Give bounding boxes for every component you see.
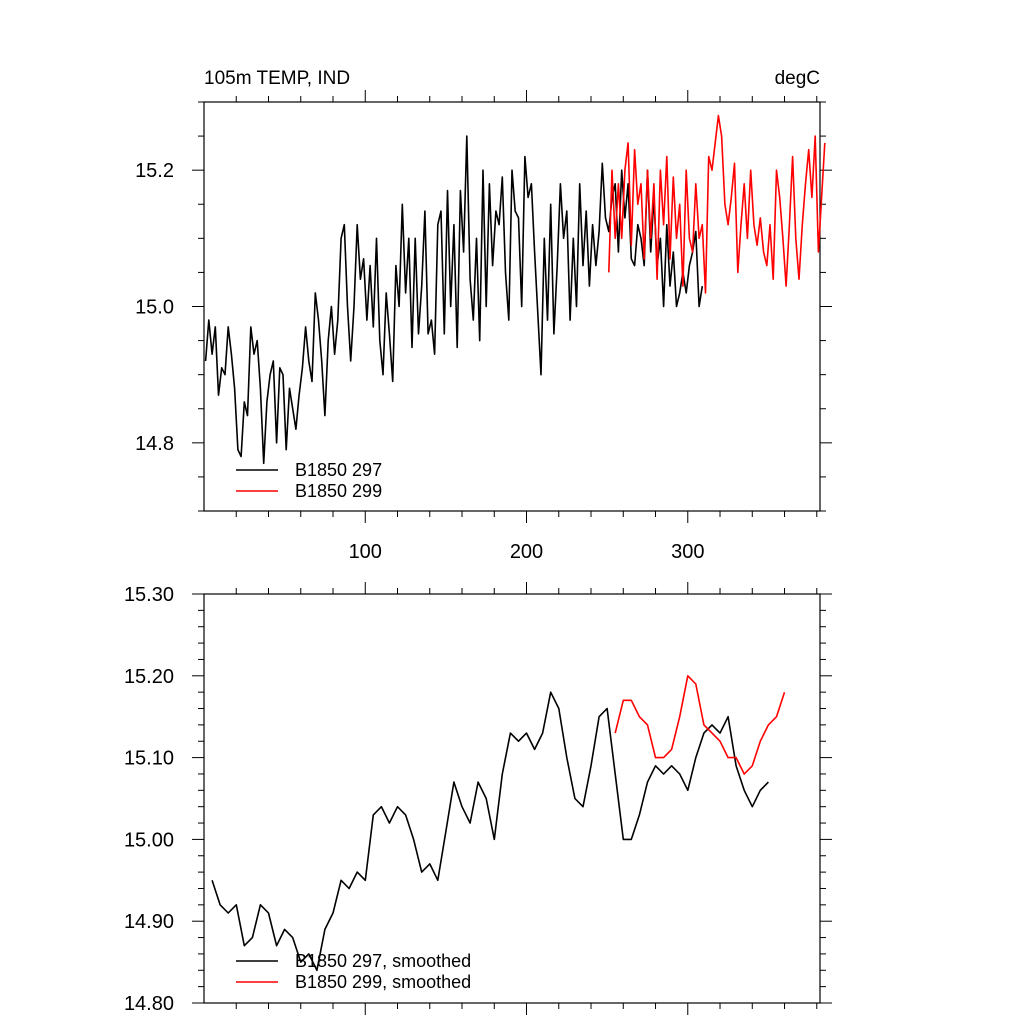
bottom-plot-frame (203, 593, 821, 1004)
top-legend-label-297: B1850 297 (295, 460, 382, 480)
top-ticks (192, 90, 832, 523)
bottom-y-tick-label: 14.90 (124, 911, 174, 933)
bottom-y-tick-label: 15.20 (124, 666, 174, 688)
top-panel: 105m TEMP, IND degC 100 200 300 14.8 15.0 15… (135, 68, 832, 563)
top-x-tick-label: 200 (510, 541, 543, 563)
top-plot-frame (203, 101, 821, 512)
bottom-y-tick-label: 15.30 (124, 584, 174, 606)
top-x-tick-labels: 100 200 300 (349, 541, 705, 563)
bottom-panel: 14.80 14.90 15.00 15.10 15.20 15.30 B1850 297… (124, 582, 832, 1015)
bottom-legend: B1850 297, smoothed B1850 299, smoothed (236, 951, 471, 992)
bottom-series-line-0 (211, 691, 769, 972)
top-series (204, 114, 826, 465)
top-x-tick-label: 100 (349, 541, 382, 563)
top-chart-units: degC (775, 68, 820, 89)
top-y-tick-label: 14.8 (135, 433, 174, 455)
top-y-tick-label: 15.0 (135, 297, 174, 319)
top-legend-label-299: B1850 299 (295, 481, 382, 501)
bottom-legend-label-297: B1850 297, smoothed (295, 951, 471, 971)
top-chart-title: 105m TEMP, IND (204, 68, 350, 89)
bottom-y-tick-label: 15.10 (124, 748, 174, 770)
bottom-series-line-1 (614, 674, 786, 775)
bottom-y-tick-labels: 14.80 14.90 15.00 15.10 15.20 15.30 (124, 584, 174, 1015)
top-y-tick-labels: 14.8 15.0 15.2 (135, 160, 174, 455)
bottom-y-tick-label: 15.00 (124, 829, 174, 851)
bottom-y-tick-label: 14.80 (124, 993, 174, 1015)
top-series-line-1 (608, 114, 826, 294)
top-series-line-0 (204, 135, 704, 465)
bottom-series (211, 674, 786, 972)
top-legend: B1850 297 B1850 299 (236, 460, 382, 501)
bottom-legend-label-299: B1850 299, smoothed (295, 972, 471, 992)
top-x-tick-label: 300 (671, 541, 704, 563)
top-y-tick-label: 15.2 (135, 160, 174, 182)
bottom-ticks (192, 582, 832, 1015)
